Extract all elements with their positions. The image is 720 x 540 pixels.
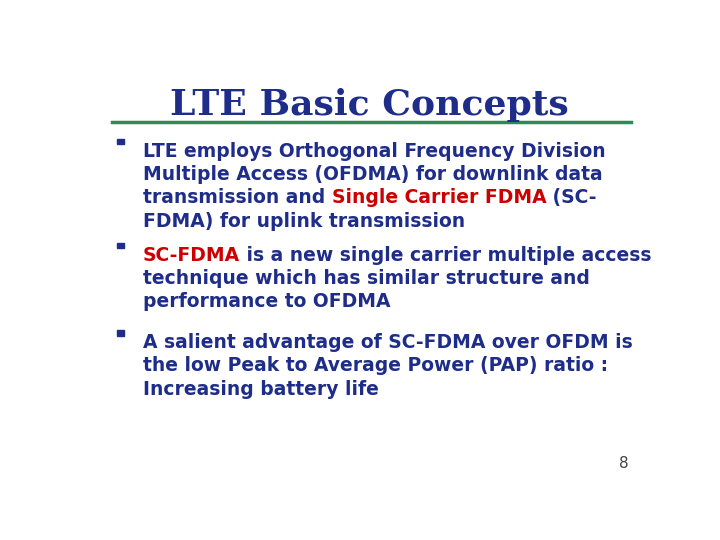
Text: LTE Basic Concepts: LTE Basic Concepts <box>170 87 568 122</box>
Text: Single Carrier FDMA: Single Carrier FDMA <box>332 188 546 207</box>
Text: 8: 8 <box>619 456 629 471</box>
Bar <box>117 243 124 248</box>
Bar <box>117 330 124 336</box>
Text: A salient advantage of SC-FDMA over OFDM is: A salient advantage of SC-FDMA over OFDM… <box>143 333 633 352</box>
Text: Multiple Access (OFDMA) for downlink data: Multiple Access (OFDMA) for downlink dat… <box>143 165 603 184</box>
Text: performance to OFDMA: performance to OFDMA <box>143 292 390 311</box>
Text: is a new single carrier multiple access: is a new single carrier multiple access <box>240 246 652 265</box>
Text: the low Peak to Average Power (PAP) ratio :: the low Peak to Average Power (PAP) rati… <box>143 356 608 375</box>
Text: transmission and: transmission and <box>143 188 332 207</box>
Text: (SC-: (SC- <box>546 188 597 207</box>
Text: LTE employs Orthogonal Frequency Division: LTE employs Orthogonal Frequency Divisio… <box>143 141 606 161</box>
Bar <box>117 139 124 144</box>
Text: Increasing battery life: Increasing battery life <box>143 380 379 399</box>
Text: FDMA) for uplink transmission: FDMA) for uplink transmission <box>143 212 465 231</box>
Text: technique which has similar structure and: technique which has similar structure an… <box>143 269 590 288</box>
Text: SC-FDMA: SC-FDMA <box>143 246 240 265</box>
